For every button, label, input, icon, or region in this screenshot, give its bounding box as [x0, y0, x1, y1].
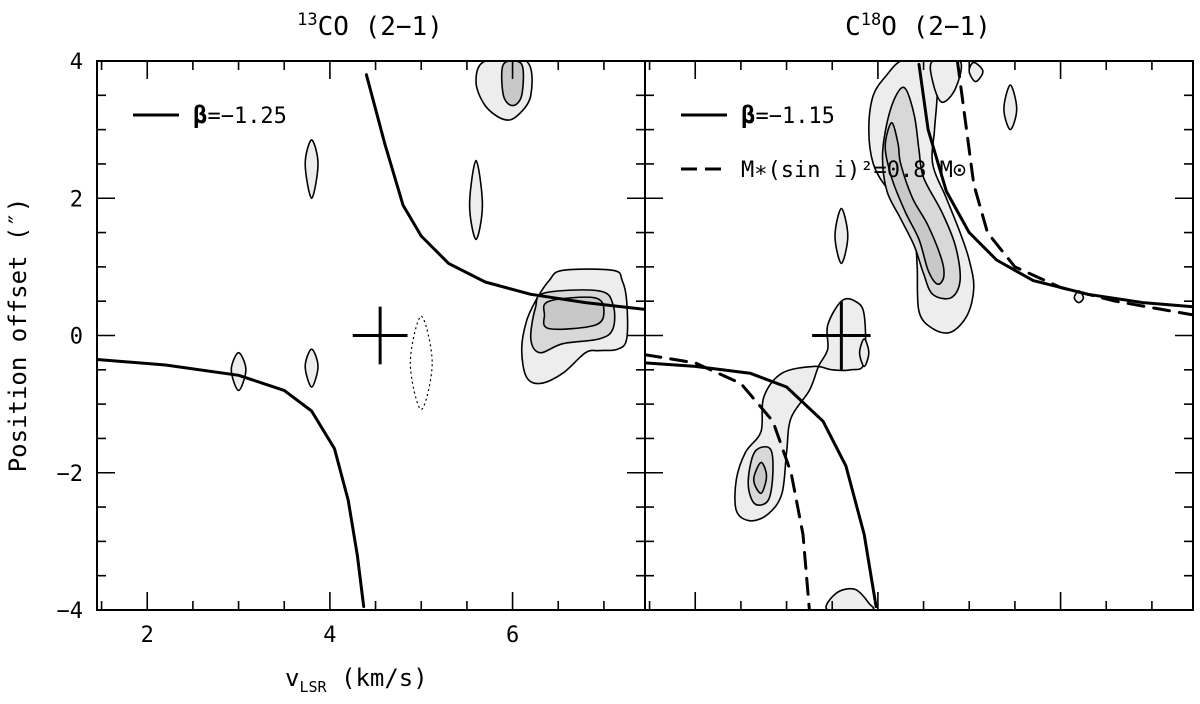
contour-low-6: [834, 207, 849, 265]
contour-high-10: [752, 461, 768, 495]
model-curve-solid-1: [97, 358, 366, 609]
contour-low-3: [929, 61, 963, 104]
panel-title-c18o: C18O (2−1): [845, 10, 991, 42]
legend-label: β=−1.15: [741, 101, 835, 129]
model-curve-dashed-3: [645, 353, 811, 610]
contour-high-2: [884, 121, 945, 285]
model-curves-c18o: [645, 61, 1193, 610]
ticks-c18o: [645, 61, 1193, 610]
y-tick-label: 0: [70, 325, 83, 350]
y-axis-title: Position offset (″): [4, 198, 32, 473]
model-curves-13co: [97, 73, 645, 609]
legend-label: β=−1.25: [193, 101, 287, 129]
source-marker-13co: [352, 306, 408, 365]
model-curve-dashed-2: [955, 61, 1193, 317]
ticks-13co: 2 4 6 −4 −2 0 2 4: [57, 50, 645, 648]
contour-low-7: [230, 351, 247, 392]
contour-low-5: [304, 139, 319, 200]
y-tick-label: −4: [57, 599, 84, 624]
y-tick-label: 4: [70, 50, 83, 75]
contour-low-8: [304, 348, 319, 388]
contour-negative-9: [409, 315, 433, 411]
x-tick-label: 4: [323, 623, 336, 648]
source-marker-c18o: [812, 301, 871, 370]
x-axis-title: vLSR (km/s): [285, 664, 428, 696]
legend-label: M∗(sin i)²=0.8 M⊙: [741, 158, 966, 183]
x-tick-label: 2: [141, 623, 154, 648]
panel-title-13co: 13CO (2−1): [297, 10, 443, 42]
contours-c18o: [734, 61, 1085, 610]
y-tick-label: 2: [70, 187, 83, 212]
legend-c18o: β=−1.15 M∗(sin i)²=0.8 M⊙: [681, 101, 966, 183]
panel-13co: 2 4 6 −4 −2 0 2 4 13CO (2−1) β=−1.25: [57, 10, 646, 648]
contour-low-6: [468, 159, 484, 241]
contour-mid-1: [881, 86, 962, 300]
legend-13co: β=−1.25: [133, 101, 287, 129]
contour-high-4: [542, 296, 605, 331]
contour-low-11: [858, 338, 870, 368]
model-curve-solid-0: [917, 62, 1193, 309]
contour-low-5: [1003, 84, 1018, 131]
contour-high-1: [500, 61, 525, 107]
contour-low-12: [825, 587, 875, 610]
contours-13co: [230, 61, 629, 411]
contour-low-4: [968, 61, 984, 83]
panel-c18o: C18O (2−1) β=−1.15 M∗(sin i)²=0.8 M⊙: [644, 10, 1194, 611]
x-tick-label: 6: [506, 623, 519, 648]
y-tick-label: −2: [57, 462, 84, 487]
model-curve-solid-0: [364, 73, 645, 311]
